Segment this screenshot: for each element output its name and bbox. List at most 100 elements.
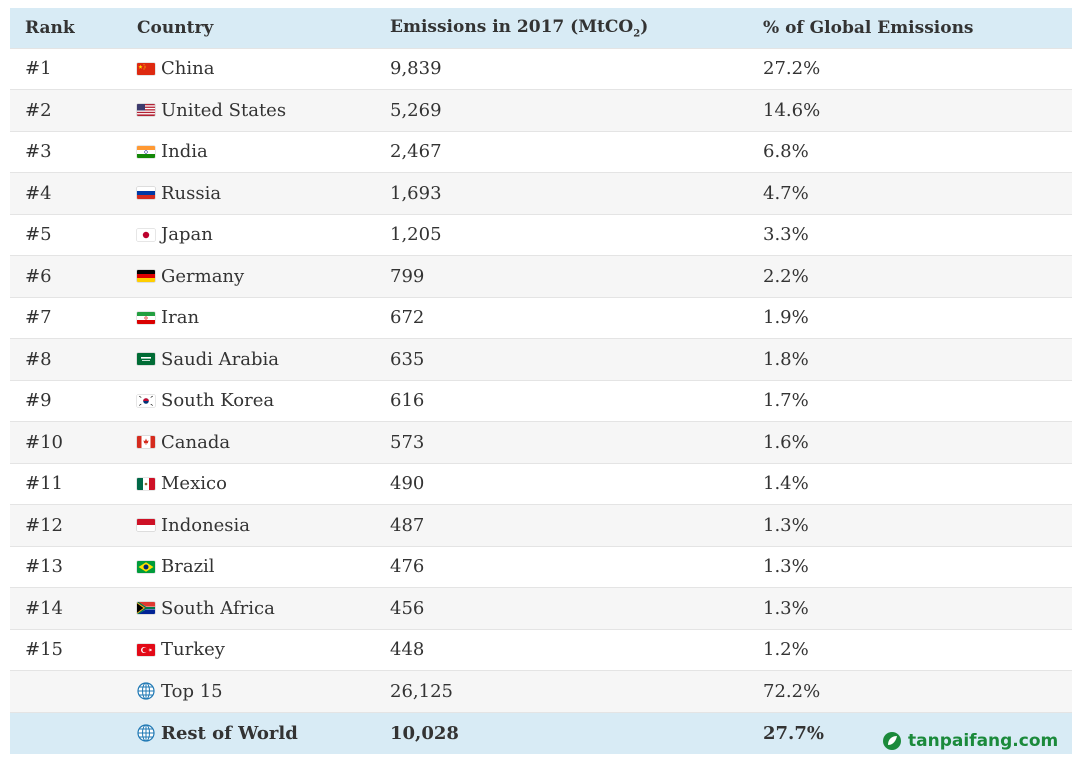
rank-cell: #6 xyxy=(25,265,52,287)
pct-cell: 1.3% xyxy=(763,597,809,619)
country-name-brazil: Brazil xyxy=(161,556,215,578)
country-cell: Top 15 xyxy=(122,671,375,713)
iran-flag-icon xyxy=(137,311,155,324)
header-emissions-close: ) xyxy=(640,16,649,37)
emissions-cell: 672 xyxy=(390,307,425,329)
germany-flag-icon xyxy=(137,270,155,283)
country-cell-content: Saudi Arabia xyxy=(137,349,375,370)
header-rank: Rank xyxy=(25,17,75,38)
globe-icon xyxy=(137,724,155,742)
table-row: #8 Saudi Arabia 635 1.8% xyxy=(10,338,1072,381)
emissions-cell: 448 xyxy=(390,639,425,661)
table-row: #15 Turkey 448 1.2% xyxy=(10,629,1072,671)
indonesia-flag-icon xyxy=(137,519,155,532)
country-name-united-states: United States xyxy=(161,99,287,121)
rank-cell: #15 xyxy=(25,639,63,661)
country-cell-content: India xyxy=(137,141,375,162)
watermark-logo: tanpaifang.com xyxy=(882,728,1058,754)
country-cell-content: Iran xyxy=(137,307,375,328)
south-korea-flag-icon xyxy=(137,394,155,407)
rank-cell xyxy=(10,712,122,754)
country-cell-content: Turkey xyxy=(137,639,375,660)
country-cell-content: Brazil xyxy=(137,556,375,577)
emissions-cell: 476 xyxy=(390,556,425,578)
country-cell: Canada xyxy=(122,422,375,464)
emissions-cell: 5,269 xyxy=(390,99,442,121)
country-cell: United States xyxy=(122,90,375,132)
country-name-china: China xyxy=(161,58,215,80)
pct-cell: 72.2% xyxy=(763,680,821,702)
emissions-cell: 2,467 xyxy=(390,141,442,163)
saudi-arabia-flag-icon xyxy=(137,353,155,366)
china-flag-icon xyxy=(137,62,155,75)
turkey-flag-icon xyxy=(137,643,155,656)
rank-cell: #8 xyxy=(25,348,52,370)
country-cell-content: South Korea xyxy=(137,390,375,411)
globe-icon xyxy=(137,682,155,700)
table-row: #14 South Africa 456 1.3% xyxy=(10,587,1072,629)
table-row: #4 Russia 1,693 4.7% xyxy=(10,172,1072,215)
country-cell: India xyxy=(122,131,375,173)
country-cell: Russia xyxy=(122,173,375,215)
table-row: #12 Indonesia 487 1.3% xyxy=(10,504,1072,547)
table-header-row: Rank Country Emissions in 2017 (MtCO2) %… xyxy=(10,8,1072,48)
pct-cell: 14.6% xyxy=(763,99,821,121)
country-name-mexico: Mexico xyxy=(161,473,227,495)
pct-cell: 3.3% xyxy=(763,224,809,246)
header-emissions: Emissions in 2017 (MtCO2) xyxy=(375,8,748,48)
country-cell: Indonesia xyxy=(122,505,375,547)
country-name-saudi-arabia: Saudi Arabia xyxy=(161,348,280,370)
country-cell: Brazil xyxy=(122,546,375,588)
india-flag-icon xyxy=(137,145,155,158)
table-row: #5 Japan 1,205 3.3% xyxy=(10,214,1072,256)
table-row: #7 Iran 672 1.9% xyxy=(10,297,1072,339)
brazil-flag-icon xyxy=(137,560,155,573)
header-emissions-subscript: 2 xyxy=(633,27,641,39)
emissions-cell: 456 xyxy=(390,597,425,619)
country-cell-content: Rest of World xyxy=(137,723,375,744)
table-row: Top 15 26,125 72.2% xyxy=(10,670,1072,713)
rank-cell: #11 xyxy=(25,473,63,495)
watermark-text: tanpaifang.com xyxy=(908,731,1059,751)
country-cell-content: Top 15 xyxy=(137,681,375,702)
pct-cell: 1.3% xyxy=(763,514,809,536)
pct-cell: 2.2% xyxy=(763,265,809,287)
country-cell-content: Canada xyxy=(137,432,375,453)
emissions-cell: 1,205 xyxy=(390,224,442,246)
country-name-rest-of-world: Rest of World xyxy=(161,722,298,744)
table-row: #13 Brazil 476 1.3% xyxy=(10,546,1072,588)
header-country: Country xyxy=(137,17,214,38)
country-name-germany: Germany xyxy=(161,265,245,287)
country-cell-content: China xyxy=(137,58,375,79)
table-body: #1 China 9,839 27.2% #2 United States 5,269 14.… xyxy=(10,48,1072,754)
table-row: #1 China 9,839 27.2% xyxy=(10,48,1072,90)
rank-cell: #2 xyxy=(25,99,52,121)
header-pct: % of Global Emissions xyxy=(763,17,974,38)
country-name-turkey: Turkey xyxy=(161,639,225,661)
country-cell-content: United States xyxy=(137,100,375,121)
country-cell: Saudi Arabia xyxy=(122,339,375,381)
country-cell: Japan xyxy=(122,214,375,256)
country-name-south-korea: South Korea xyxy=(161,390,275,412)
table-row: #6 Germany 799 2.2% xyxy=(10,255,1072,298)
pct-cell: 1.3% xyxy=(763,556,809,578)
country-cell-content: South Africa xyxy=(137,598,375,619)
pct-cell: 1.9% xyxy=(763,307,809,329)
emissions-cell: 9,839 xyxy=(390,58,442,80)
rank-cell: #1 xyxy=(25,58,52,80)
rank-cell: #10 xyxy=(25,431,63,453)
country-cell: Germany xyxy=(122,256,375,298)
table-row: #3 India 2,467 6.8% xyxy=(10,131,1072,173)
rank-cell: #9 xyxy=(25,390,52,412)
usa-flag-icon xyxy=(137,104,155,117)
table-row: #2 United States 5,269 14.6% xyxy=(10,89,1072,132)
emissions-table: Rank Country Emissions in 2017 (MtCO2) %… xyxy=(10,8,1072,754)
emissions-cell: 799 xyxy=(390,265,425,287)
country-cell-content: Mexico xyxy=(137,473,375,494)
country-name-russia: Russia xyxy=(161,182,222,204)
south-africa-flag-icon xyxy=(137,602,155,615)
mexico-flag-icon xyxy=(137,477,155,490)
emissions-cell: 26,125 xyxy=(390,680,453,702)
country-cell: Rest of World xyxy=(122,712,375,754)
emissions-cell: 1,693 xyxy=(390,182,442,204)
